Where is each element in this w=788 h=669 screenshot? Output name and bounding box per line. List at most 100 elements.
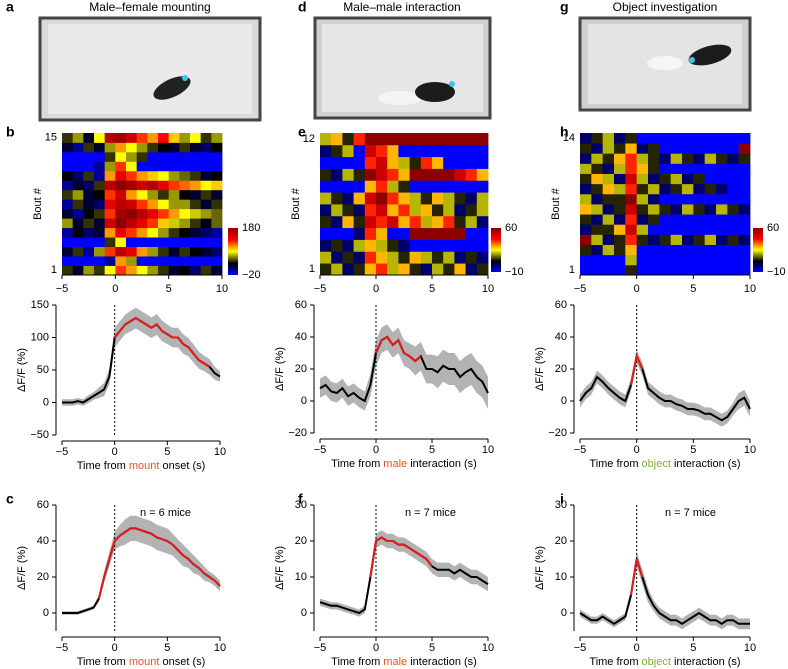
- x-tick-label: 5: [166, 283, 172, 295]
- heatmap-cell: [115, 189, 127, 200]
- heatmap-cell: [387, 239, 399, 252]
- heatmap-cell: [443, 133, 455, 146]
- heatmap-cell: [190, 256, 202, 266]
- heatmap-cell: [104, 151, 116, 162]
- annotation: n = 6 mice: [140, 507, 191, 519]
- heatmap-cell: [147, 208, 159, 219]
- heatmap-cell: [636, 153, 649, 164]
- heatmap-cell: [614, 254, 626, 266]
- heatmap-cell: [727, 133, 740, 144]
- heatmap-cell: [158, 151, 170, 162]
- heatmap-cell: [62, 161, 74, 172]
- heatmap-cell: [704, 224, 717, 235]
- heatmap-cell: [682, 244, 694, 256]
- heatmap-cell: [364, 168, 377, 181]
- heatmap-cell: [738, 183, 751, 195]
- significant-segment: [630, 352, 644, 386]
- heatmap-cell: [364, 156, 377, 169]
- colorbar-label: −20: [242, 269, 261, 281]
- panel-letter: d: [298, 0, 307, 15]
- x-axis-label: Time from mount onset (s): [77, 656, 206, 668]
- heatmap-cell: [200, 170, 212, 181]
- heatmap-cell: [454, 156, 466, 169]
- heatmap-cell: [409, 239, 422, 252]
- heatmap-cell: [115, 218, 127, 229]
- heatmap-cell: [625, 163, 638, 174]
- heatmap-cell: [727, 214, 740, 225]
- heatmap-cell: [72, 199, 84, 210]
- heatmap-cell: [320, 180, 332, 193]
- heatmap-cell: [602, 204, 615, 215]
- heatmap-cell: [168, 180, 180, 191]
- heatmap-cell: [211, 208, 223, 219]
- y-tick-label: 15: [45, 132, 57, 144]
- heatmap-cell: [94, 256, 106, 266]
- heatmap-cell: [454, 144, 466, 158]
- heatmap-cell: [211, 246, 223, 257]
- heatmap-cell: [211, 237, 223, 247]
- heatmap-cell: [94, 246, 106, 257]
- heatmap-cell: [179, 151, 191, 162]
- heatmap-cell: [179, 227, 191, 238]
- heatmap-cell: [670, 204, 683, 215]
- heatmap-cell: [432, 156, 444, 169]
- heatmap-cell: [353, 204, 366, 217]
- heatmap-cell: [738, 224, 751, 235]
- heatmap-cell: [211, 227, 223, 238]
- heatmap-cell: [158, 218, 170, 229]
- heatmap-cell: [682, 254, 694, 266]
- heatmap-cell: [320, 227, 332, 240]
- heatmap-cell: [104, 256, 116, 266]
- heatmap-cell: [136, 161, 148, 172]
- heatmap-cell: [62, 218, 74, 229]
- heatmap-cell: [147, 256, 159, 266]
- heatmap-cell: [465, 227, 478, 240]
- heatmap-cell: [636, 214, 649, 225]
- heatmap-cell: [648, 193, 660, 205]
- heatmap-cell: [398, 204, 410, 217]
- colorbar-label: −10: [505, 266, 524, 278]
- heatmap-cell: [115, 208, 127, 219]
- heatmap-cell: [211, 199, 223, 210]
- y-tick-label: 0: [43, 396, 49, 408]
- heatmap-cell: [200, 142, 212, 153]
- heatmap-cell: [648, 224, 660, 235]
- heatmap-cell: [409, 156, 422, 169]
- heatmap-cell: [62, 151, 74, 162]
- heatmap-cell: [168, 256, 180, 266]
- x-tick-label: 5: [690, 642, 696, 654]
- heatmap-cell: [168, 161, 180, 172]
- heatmap-cell: [716, 163, 728, 174]
- heatmap-cell: [432, 251, 444, 264]
- heatmap-cell: [136, 246, 148, 257]
- heatmap-cell: [727, 173, 740, 185]
- heatmap-cell: [211, 218, 223, 229]
- heatmap-cell: [465, 192, 478, 205]
- heatmap-cell: [704, 214, 717, 225]
- heatmap-cell: [331, 251, 343, 264]
- x-tick-label: 5: [429, 642, 435, 654]
- heatmap-cell: [580, 264, 592, 276]
- heatmap-cell: [670, 153, 683, 164]
- heatmap-cell: [168, 237, 180, 247]
- heatmap-cell: [602, 173, 615, 185]
- heatmap-cell: [115, 237, 127, 247]
- heatmap-cell: [659, 183, 672, 195]
- heatmap-cell: [648, 254, 660, 266]
- heatmap-cell: [168, 189, 180, 200]
- colorbar-label: 60: [767, 222, 779, 234]
- heatmap-cell: [670, 143, 683, 154]
- heatmap-cell: [72, 151, 84, 162]
- heatmap-cell: [83, 189, 95, 200]
- heatmap-cell: [190, 237, 202, 247]
- heatmap-cell: [342, 227, 354, 240]
- heatmap-cell: [72, 237, 84, 247]
- y-tick-label: 40: [295, 331, 307, 343]
- heatmap-cell: [648, 234, 660, 245]
- heatmap-cell: [387, 192, 399, 205]
- heatmap-cell: [636, 163, 649, 174]
- heatmap-cell: [591, 254, 604, 266]
- heatmap-cell: [420, 192, 433, 205]
- heatmap-cell: [738, 173, 751, 185]
- heatmap-cell: [614, 224, 626, 235]
